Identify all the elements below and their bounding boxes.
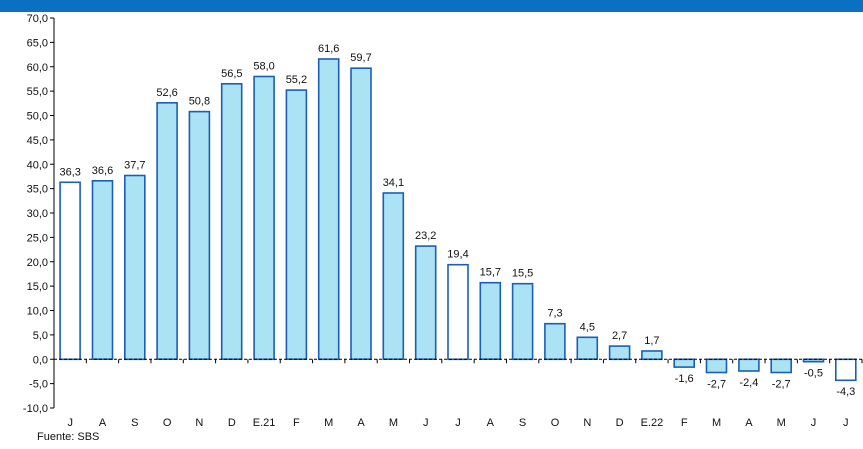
x-tick-label: D bbox=[616, 417, 624, 429]
data-label: 34,1 bbox=[383, 177, 404, 189]
bar bbox=[220, 83, 243, 360]
bar bbox=[673, 358, 696, 368]
x-tick-label: A bbox=[357, 417, 365, 429]
data-label: 2,7 bbox=[612, 330, 627, 342]
data-label: 56,5 bbox=[221, 68, 242, 80]
header-bar bbox=[0, 0, 863, 12]
y-tick-label: -5,0 bbox=[29, 379, 48, 391]
x-tick-label: J bbox=[423, 417, 429, 429]
bar bbox=[834, 358, 857, 382]
y-tick-label: 35,0 bbox=[27, 184, 48, 196]
data-label: 1,7 bbox=[644, 335, 659, 347]
x-tick-label: M bbox=[389, 417, 398, 429]
data-label: 19,4 bbox=[447, 249, 468, 261]
x-tick-label: J bbox=[843, 417, 849, 429]
bar bbox=[59, 181, 81, 361]
data-label: 50,8 bbox=[189, 96, 210, 108]
data-label: 36,3 bbox=[59, 166, 80, 178]
y-tick-label: 50,0 bbox=[27, 111, 48, 123]
y-tick-label: 65,0 bbox=[27, 37, 48, 49]
x-tick-label: M bbox=[324, 417, 333, 429]
x-tick-label: J bbox=[455, 417, 461, 429]
bar bbox=[608, 345, 631, 361]
data-label: 23,2 bbox=[415, 230, 436, 242]
data-label: 55,2 bbox=[286, 74, 307, 86]
bar bbox=[511, 282, 534, 361]
bar bbox=[641, 350, 663, 361]
x-tick-label: A bbox=[745, 417, 753, 429]
y-tick-label: -10,0 bbox=[23, 403, 48, 415]
x-tick-label: F bbox=[681, 417, 688, 429]
bar bbox=[544, 322, 566, 361]
data-label: -2,7 bbox=[707, 378, 726, 390]
bar bbox=[738, 358, 760, 372]
data-label: 61,6 bbox=[318, 43, 339, 55]
y-tick-label: 70,0 bbox=[27, 13, 48, 25]
data-label: 52,6 bbox=[156, 87, 177, 99]
x-tick-label: F bbox=[293, 417, 300, 429]
y-tick-label: 60,0 bbox=[27, 62, 48, 74]
x-tick-label: S bbox=[519, 417, 526, 429]
y-tick-label: 20,0 bbox=[27, 257, 48, 269]
data-label: -4,3 bbox=[836, 386, 855, 398]
bar bbox=[770, 358, 793, 374]
x-tick-label: S bbox=[131, 417, 138, 429]
y-tick-label: 10,0 bbox=[27, 306, 48, 318]
bar bbox=[156, 102, 178, 360]
x-tick-label: E.21 bbox=[253, 417, 276, 429]
x-tick-label: N bbox=[195, 417, 203, 429]
data-label: -2,4 bbox=[739, 377, 758, 389]
data-label: 59,7 bbox=[350, 52, 371, 64]
bar bbox=[802, 358, 825, 363]
x-tick-label: J bbox=[811, 417, 817, 429]
data-label: -1,6 bbox=[675, 373, 694, 385]
y-tick-label: 25,0 bbox=[27, 232, 48, 244]
data-label: 15,7 bbox=[480, 267, 501, 279]
y-tick-label: 30,0 bbox=[27, 208, 48, 220]
bar bbox=[382, 192, 405, 360]
data-label: 58,0 bbox=[253, 61, 274, 73]
data-label: 4,5 bbox=[580, 321, 595, 333]
bar bbox=[91, 180, 114, 360]
data-label: -0,5 bbox=[804, 368, 823, 380]
data-label: 7,3 bbox=[547, 308, 562, 320]
x-tick-label: A bbox=[99, 417, 107, 429]
x-tick-label: E.22 bbox=[641, 417, 664, 429]
x-tick-label: M bbox=[712, 417, 721, 429]
bar bbox=[479, 281, 502, 361]
bar bbox=[188, 110, 211, 361]
bar bbox=[414, 245, 437, 361]
x-tick-label: A bbox=[487, 417, 495, 429]
bar bbox=[253, 75, 275, 361]
source-note: Fuente: SBS bbox=[37, 431, 100, 443]
y-tick-label: 45,0 bbox=[27, 135, 48, 147]
y-tick-label: 15,0 bbox=[27, 281, 48, 293]
x-tick-label: J bbox=[67, 417, 73, 429]
x-tick-label: O bbox=[551, 417, 560, 429]
bar bbox=[350, 67, 372, 360]
bar bbox=[124, 174, 146, 361]
bar bbox=[317, 58, 340, 361]
bar bbox=[447, 263, 469, 361]
x-tick-label: N bbox=[583, 417, 591, 429]
bar bbox=[705, 358, 728, 374]
data-label: 15,5 bbox=[512, 268, 533, 280]
data-label: 36,6 bbox=[92, 165, 113, 177]
y-tick-label: 55,0 bbox=[27, 86, 48, 98]
data-label: -2,7 bbox=[772, 378, 791, 390]
x-tick-label: O bbox=[163, 417, 172, 429]
y-tick-label: 0,0 bbox=[33, 354, 48, 366]
bar bbox=[576, 336, 599, 360]
data-label: 37,7 bbox=[124, 160, 145, 172]
y-tick-label: 5,0 bbox=[33, 330, 48, 342]
x-tick-label: D bbox=[228, 417, 236, 429]
x-tick-label: M bbox=[777, 417, 786, 429]
y-tick-label: 40,0 bbox=[27, 159, 48, 171]
bar bbox=[285, 89, 308, 361]
